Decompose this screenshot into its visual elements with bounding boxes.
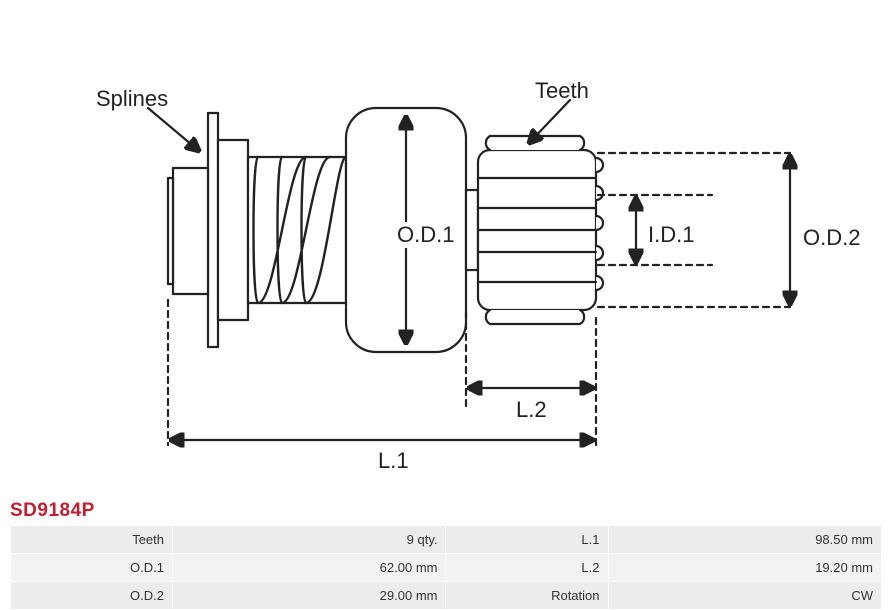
spec-value: 98.50 mm (608, 526, 882, 554)
spec-value: 9 qty. (173, 526, 446, 554)
table-row: Teeth 9 qty. L.1 98.50 mm (11, 526, 882, 554)
spec-value: 19.20 mm (608, 554, 882, 582)
label-l2: L.2 (516, 397, 547, 423)
label-teeth: Teeth (535, 78, 589, 104)
table-row: O.D.2 29.00 mm Rotation CW (11, 582, 882, 610)
spec-label: L.2 (446, 554, 608, 582)
table-row: O.D.1 62.00 mm L.2 19.20 mm (11, 554, 882, 582)
spec-value: 62.00 mm (173, 554, 446, 582)
label-od2: O.D.2 (803, 225, 860, 251)
spec-value: CW (608, 582, 882, 610)
spec-label: O.D.2 (11, 582, 173, 610)
spec-label: L.1 (446, 526, 608, 554)
spec-label: O.D.1 (11, 554, 173, 582)
label-od1: O.D.1 (395, 222, 456, 248)
spec-table: Teeth 9 qty. L.1 98.50 mm O.D.1 62.00 mm… (10, 525, 882, 610)
label-splines: Splines (96, 86, 168, 112)
spec-label: Teeth (11, 526, 173, 554)
product-code: SD9184P (10, 500, 95, 522)
spec-label: Rotation (446, 582, 608, 610)
diagram-area: Splines Teeth O.D.1 I.D.1 O.D.2 L.2 L.1 (0, 0, 889, 490)
spec-value: 29.00 mm (173, 582, 446, 610)
label-id1: I.D.1 (648, 222, 694, 248)
label-l1: L.1 (378, 448, 409, 474)
